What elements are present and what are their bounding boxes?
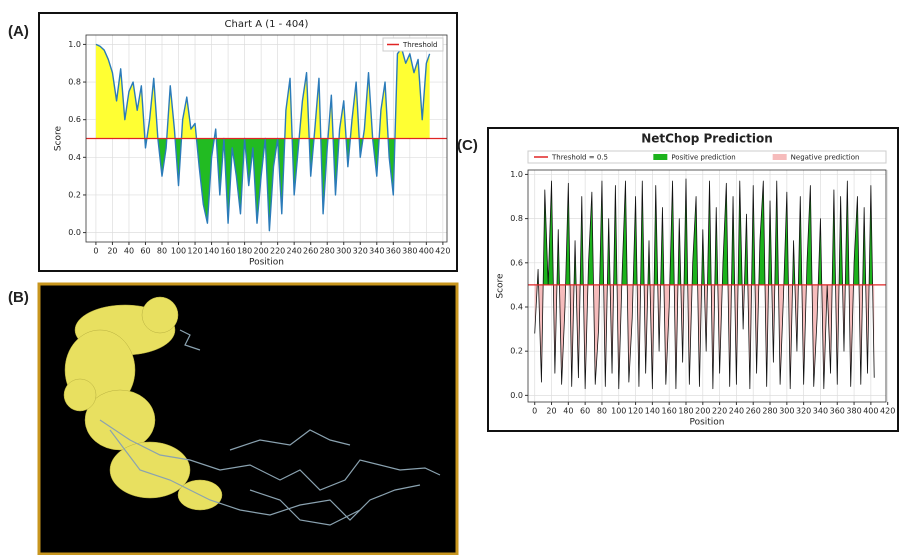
x-tick-label: 120 [187,247,202,256]
x-tick-label: 20 [546,407,556,416]
x-tick-label: 200 [695,407,710,416]
x-tick-label: 240 [287,247,302,256]
x-tick-label: 160 [662,407,677,416]
x-tick-label: 60 [140,247,150,256]
x-tick-label: 140 [645,407,660,416]
x-tick-label: 120 [628,407,643,416]
legend-label: Positive prediction [671,154,735,162]
panel-b-image [39,284,457,554]
y-tick-label: 0.6 [510,258,523,267]
x-tick-label: 300 [779,407,794,416]
x-tick-label: 420 [880,407,895,416]
panel-label: (A) [8,23,29,40]
x-tick-label: 40 [124,247,134,256]
x-tick-label: 0 [532,407,537,416]
legend-label: Negative prediction [791,154,860,162]
x-tick-label: 380 [846,407,861,416]
x-tick-label: 340 [813,407,828,416]
x-tick-label: 40 [563,407,573,416]
x-tick-label: 260 [303,247,318,256]
y-tick-label: 0.2 [510,347,523,356]
legend-swatch [653,154,667,160]
panel-label: (C) [457,137,478,154]
x-tick-label: 400 [863,407,878,416]
x-tick-label: 0 [93,247,98,256]
y-tick-label: 0.4 [510,302,523,311]
legend-label: Threshold [402,41,438,49]
x-tick-label: 300 [336,247,351,256]
y-tick-label: 0.8 [68,78,81,87]
y-tick-label: 0.4 [68,153,81,162]
y-tick-label: 0.8 [510,214,523,223]
y-axis-label: Score [54,125,64,151]
y-tick-label: 0.0 [68,228,81,237]
x-tick-label: 20 [107,247,117,256]
x-tick-label: 180 [678,407,693,416]
legend-swatch [773,154,787,160]
x-tick-label: 140 [204,247,219,256]
figure: (A) (B) (C) 0.0 0.2 0.4 0.6 0.8 1.0 0 20 40 60 80 1… [0,0,901,555]
chart-title: NetChop Prediction [641,132,773,146]
x-tick-label: 80 [157,247,167,256]
x-tick-label: 200 [253,247,268,256]
x-tick-label: 260 [746,407,761,416]
x-tick-label: 320 [796,407,811,416]
x-tick-label: 380 [402,247,417,256]
page: {"panels": ["(A)", "(B)", "(C)"], "chart… [0,0,901,555]
y-axis-label: Score [496,273,506,299]
x-tick-label: 160 [220,247,235,256]
x-tick-label: 340 [369,247,384,256]
panel-label: (B) [8,289,29,306]
y-tick-label: 1.0 [68,40,81,49]
x-tick-label: 320 [353,247,368,256]
x-axis-label: Position [249,258,284,268]
x-tick-label: 280 [762,407,777,416]
x-tick-label: 80 [597,407,607,416]
x-tick-label: 240 [729,407,744,416]
x-tick-label: 360 [386,247,401,256]
x-tick-label: 60 [580,407,590,416]
y-tick-label: 0.2 [68,190,81,199]
x-tick-label: 180 [237,247,252,256]
x-tick-label: 220 [270,247,285,256]
x-tick-label: 280 [320,247,335,256]
x-tick-label: 420 [435,247,450,256]
y-tick-label: 1.0 [510,170,523,179]
x-tick-label: 100 [171,247,186,256]
legend-label: Threshold = 0.5 [551,154,608,162]
y-tick-label: 0.6 [68,115,81,124]
y-tick-label: 0.0 [510,391,523,400]
x-axis-label: Position [689,418,724,428]
blob [64,379,96,411]
x-tick-label: 360 [830,407,845,416]
x-tick-label: 400 [419,247,434,256]
x-tick-label: 100 [611,407,626,416]
x-tick-label: 220 [712,407,727,416]
chart-title: Chart A (1 - 404) [225,19,309,30]
blob [142,297,178,333]
